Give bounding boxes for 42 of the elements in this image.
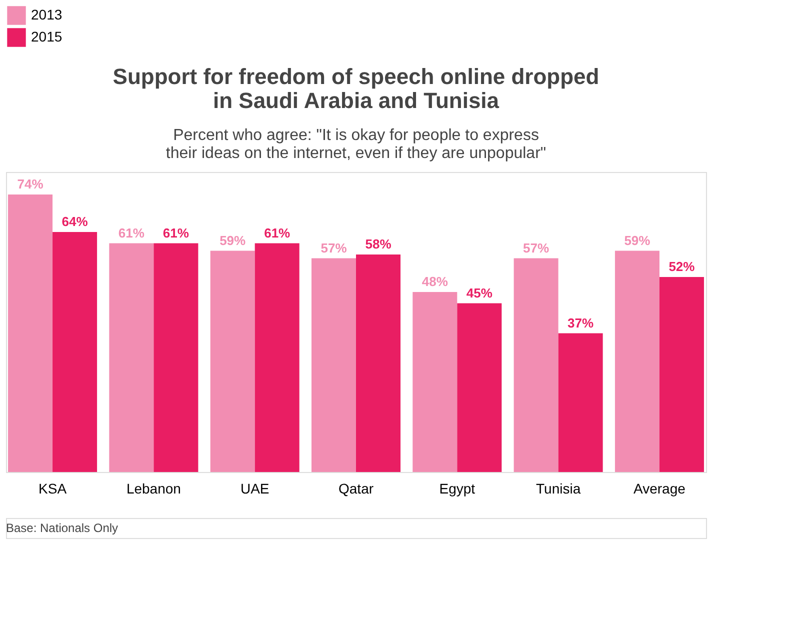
data-label: 58% xyxy=(365,236,392,252)
legend-label: 2013 xyxy=(31,6,62,22)
x-tick-label: Lebanon xyxy=(126,480,181,496)
bar xyxy=(154,243,198,472)
data-label: 74% xyxy=(17,176,44,192)
bar xyxy=(8,194,53,472)
bar xyxy=(254,243,300,472)
bar xyxy=(514,258,558,472)
data-label: 64% xyxy=(62,214,88,229)
data-label: 52% xyxy=(668,259,696,274)
text: their ideas on the internet, even if they are unpopular" xyxy=(166,145,546,162)
bar xyxy=(311,258,356,472)
text: in Saudi Arabia and Tunisia xyxy=(212,88,500,113)
data-label: 57% xyxy=(523,240,550,256)
data-label: 57% xyxy=(320,240,348,256)
bar xyxy=(210,250,255,472)
data-label: 48% xyxy=(422,274,448,289)
x-tick-label: UAE xyxy=(240,480,270,496)
bar xyxy=(52,232,98,472)
legend-label: 2015 xyxy=(31,28,62,44)
bar xyxy=(614,250,660,472)
x-tick-label: Qatar xyxy=(338,480,374,496)
bar xyxy=(659,277,704,472)
data-label: 61% xyxy=(264,225,291,240)
text: Base: Nationals Only xyxy=(6,521,118,535)
bar xyxy=(412,292,458,472)
bar xyxy=(558,333,603,472)
data-label: 59% xyxy=(220,232,246,248)
x-tick-label: Tunisia xyxy=(536,480,581,496)
data-label: 45% xyxy=(466,285,493,300)
x-tick-label: Average xyxy=(634,480,686,496)
data-label: 59% xyxy=(624,232,651,248)
x-tick-label: KSA xyxy=(38,480,68,496)
data-label: 37% xyxy=(568,315,594,330)
bar xyxy=(109,243,154,472)
data-label: 61% xyxy=(118,225,145,240)
text: Support for freedom of speech online dropped xyxy=(112,64,600,89)
bar xyxy=(356,254,401,472)
x-tick-label: Egypt xyxy=(439,480,476,496)
text: Percent who agree: "It is okay for people to express xyxy=(173,127,539,144)
bar xyxy=(457,303,502,472)
data-label: 61% xyxy=(162,225,190,240)
